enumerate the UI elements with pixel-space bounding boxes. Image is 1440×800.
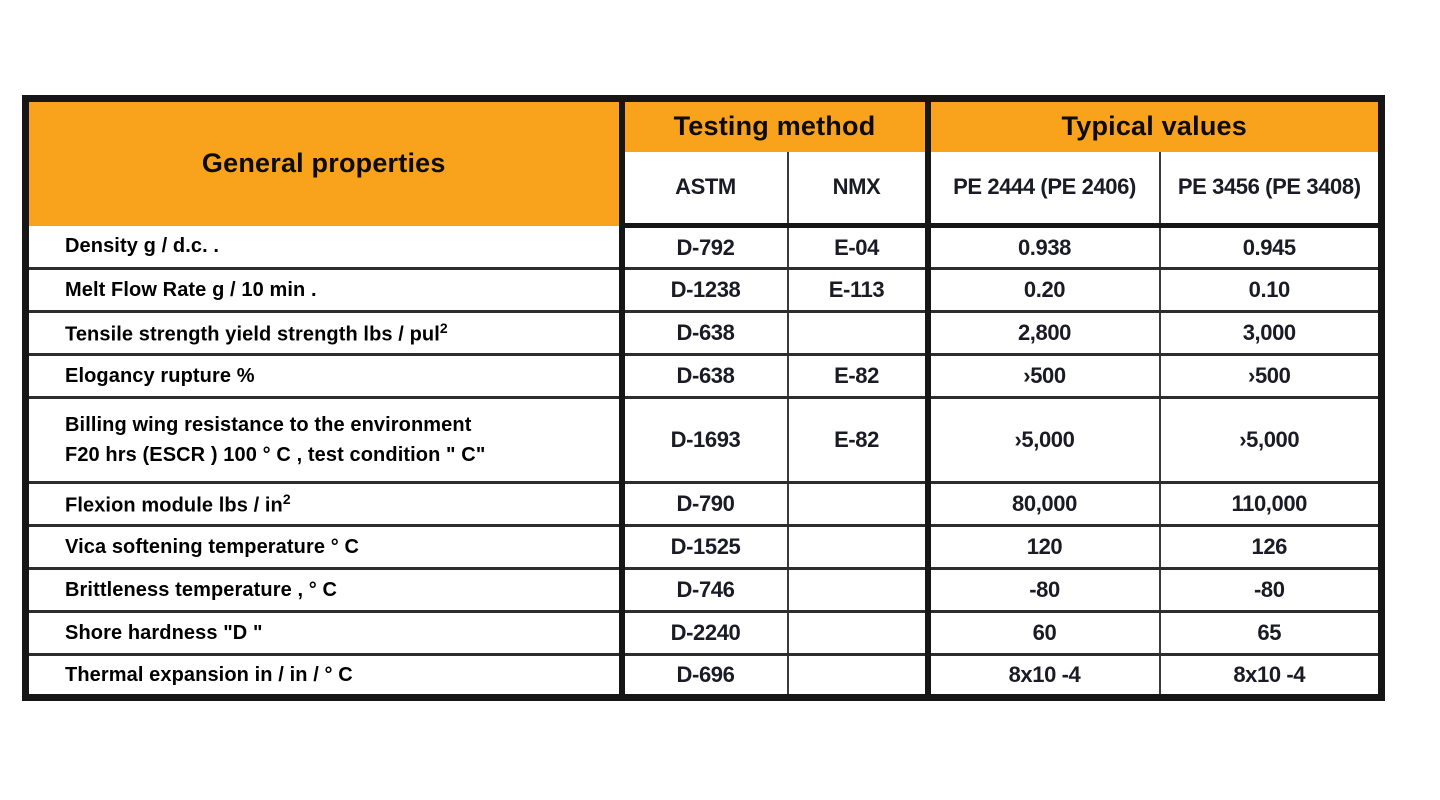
property-cell: Billing wing resistance to the environme… bbox=[25, 397, 622, 484]
nmx-cell bbox=[786, 611, 928, 656]
property-label: Elogancy rupture % bbox=[65, 364, 255, 387]
astm-cell: D-792 bbox=[618, 225, 788, 270]
nmx-cell: E-82 bbox=[786, 397, 928, 484]
property-cell: Density g / d.c. . bbox=[25, 225, 622, 270]
nmx-cell: E-04 bbox=[786, 225, 928, 270]
pe3456-cell: 110,000 bbox=[1158, 482, 1382, 527]
table-row: Elogancy rupture % D-638 E-82 ›500 ›500 bbox=[25, 354, 1382, 399]
table-row: Flexion module lbs / in2 D-790 80,000 11… bbox=[25, 482, 1382, 527]
header-row-top: General properties Testing method Typica… bbox=[25, 98, 1382, 226]
pe3456-cell: 126 bbox=[1158, 525, 1382, 570]
astm-subheader: ASTM bbox=[618, 151, 788, 228]
astm-cell: D-1238 bbox=[618, 268, 788, 313]
pe2444-cell: 8x10 -4 bbox=[924, 654, 1160, 698]
astm-cell: D-696 bbox=[618, 654, 788, 698]
nmx-subheader: NMX bbox=[786, 151, 928, 228]
pe2444-cell: 120 bbox=[924, 525, 1160, 570]
superscript: 2 bbox=[282, 490, 291, 507]
general-properties-header: General properties bbox=[25, 98, 622, 226]
pe3456-cell: 0.10 bbox=[1158, 268, 1382, 313]
pe2444-subheader: PE 2444 (PE 2406) bbox=[924, 151, 1160, 228]
table-row: Brittleness temperature , ° C D-746 -80 … bbox=[25, 568, 1382, 613]
astm-cell: D-790 bbox=[618, 482, 788, 527]
pe2444-cell: 2,800 bbox=[924, 311, 1160, 356]
property-cell: Melt Flow Rate g / 10 min . bbox=[25, 268, 622, 313]
table-row: Melt Flow Rate g / 10 min . D-1238 E-113… bbox=[25, 268, 1382, 313]
pe2444-cell: 60 bbox=[924, 611, 1160, 656]
properties-table: General properties Testing method Typica… bbox=[22, 95, 1385, 701]
property-label: Thermal expansion in / in / ° C bbox=[65, 663, 353, 686]
table-row: Tensile strength yield strength lbs / pu… bbox=[25, 311, 1382, 356]
property-label: Melt Flow Rate g / 10 min . bbox=[65, 278, 317, 301]
pe3456-cell: 65 bbox=[1158, 611, 1382, 656]
pe2444-cell: -80 bbox=[924, 568, 1160, 613]
superscript: 2 bbox=[439, 319, 448, 336]
property-label: Brittleness temperature , ° C bbox=[65, 578, 338, 601]
property-label: Vica softening temperature ° C bbox=[65, 535, 360, 558]
testing-method-header: Testing method bbox=[618, 98, 928, 152]
astm-cell: D-638 bbox=[618, 311, 788, 356]
property-cell: Brittleness temperature , ° C bbox=[25, 568, 622, 613]
property-cell: Thermal expansion in / in / ° C bbox=[25, 654, 622, 698]
pe2444-cell: 80,000 bbox=[924, 482, 1160, 527]
table-row: Shore hardness "D " D-2240 60 65 bbox=[25, 611, 1382, 656]
astm-cell: D-638 bbox=[618, 354, 788, 399]
pe2444-cell: 0.20 bbox=[924, 268, 1160, 313]
pe3456-cell: 0.945 bbox=[1158, 225, 1382, 270]
property-label: Tensile strength yield strength lbs / pu… bbox=[65, 323, 440, 346]
nmx-cell bbox=[786, 654, 928, 698]
nmx-cell bbox=[786, 311, 928, 356]
property-cell: Tensile strength yield strength lbs / pu… bbox=[25, 311, 622, 356]
property-cell: Vica softening temperature ° C bbox=[25, 525, 622, 570]
property-label: Billing wing resistance to the environme… bbox=[65, 414, 472, 436]
property-label: Shore hardness "D " bbox=[65, 621, 263, 644]
nmx-cell: E-113 bbox=[786, 268, 928, 313]
astm-cell: D-1693 bbox=[618, 397, 788, 484]
property-cell: Elogancy rupture % bbox=[25, 354, 622, 399]
properties-table-container: General properties Testing method Typica… bbox=[22, 95, 1385, 701]
pe3456-cell: 8x10 -4 bbox=[1158, 654, 1382, 698]
nmx-cell bbox=[786, 568, 928, 613]
pe3456-cell: -80 bbox=[1158, 568, 1382, 613]
pe3456-cell: ›500 bbox=[1158, 354, 1382, 399]
pe2444-cell: 0.938 bbox=[924, 225, 1160, 270]
nmx-cell: E-82 bbox=[786, 354, 928, 399]
nmx-cell bbox=[786, 482, 928, 527]
table-row: Billing wing resistance to the environme… bbox=[25, 397, 1382, 484]
pe3456-cell: ›5,000 bbox=[1158, 397, 1382, 484]
property-cell: Flexion module lbs / in2 bbox=[25, 482, 622, 527]
header-row-sub: ASTM NMX PE 2444 (PE 2406) PE 3456 (PE 3… bbox=[26, 151, 1382, 228]
nmx-cell bbox=[786, 525, 928, 570]
pe3456-subheader: PE 3456 (PE 3408) bbox=[1158, 151, 1382, 228]
property-label-line2: F20 hrs (ESCR ) 100 ° C , test condition… bbox=[65, 444, 486, 466]
astm-cell: D-746 bbox=[618, 568, 788, 613]
table-row: Density g / d.c. . D-792 E-04 0.938 0.94… bbox=[25, 225, 1382, 270]
astm-cell: D-1525 bbox=[618, 525, 788, 570]
property-label: Flexion module lbs / in bbox=[65, 494, 283, 517]
pe2444-cell: ›5,000 bbox=[924, 397, 1160, 484]
property-cell: Shore hardness "D " bbox=[25, 611, 622, 656]
table-row: Vica softening temperature ° C D-1525 12… bbox=[25, 525, 1382, 570]
pe2444-cell: ›500 bbox=[924, 354, 1160, 399]
astm-cell: D-2240 bbox=[618, 611, 788, 656]
pe3456-cell: 3,000 bbox=[1158, 311, 1382, 356]
typical-values-header: Typical values bbox=[924, 98, 1382, 152]
property-label: Density g / d.c. . bbox=[65, 234, 220, 257]
table-row: Thermal expansion in / in / ° C D-696 8x… bbox=[25, 654, 1382, 698]
